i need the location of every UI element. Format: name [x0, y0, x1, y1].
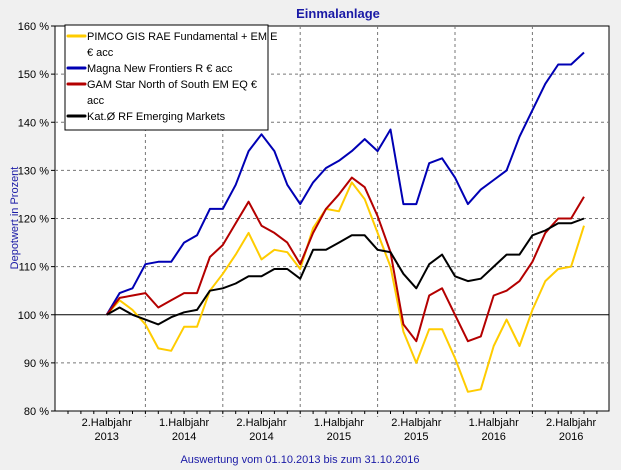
x-tick-label: 1.Halbjahr [159, 417, 209, 429]
x-tick-label: 1.Halbjahr [314, 417, 364, 429]
x-tick-label: 1.Halbjahr [469, 417, 519, 429]
legend-label-0: € acc [87, 47, 114, 59]
y-tick-label: 80 % [24, 406, 49, 418]
x-tick-label-year: 2016 [559, 431, 583, 443]
series-line-3 [106, 217, 585, 326]
x-tick-label-year: 2013 [94, 431, 118, 443]
y-tick-label: 100 % [18, 310, 49, 322]
x-tick-label: 2.Halbjahr [546, 417, 596, 429]
series-line-2 [105, 176, 585, 343]
x-axis-label: Auswertung vom 01.10.2013 bis zum 31.10.… [180, 454, 419, 466]
x-tick-label-year: 2015 [404, 431, 428, 443]
series-line-1 [105, 51, 585, 316]
x-tick-label-year: 2014 [172, 431, 196, 443]
legend-label-3: Kat.Ø RF Emerging Markets [87, 111, 226, 123]
legend-box [64, 24, 269, 131]
x-tick-label-year: 2015 [327, 431, 351, 443]
y-axis-label: Depotwert in Prozent [9, 167, 21, 270]
legend-label-2: acc [87, 95, 105, 107]
y-tick-label: 120 % [18, 214, 49, 226]
y-tick-label: 110 % [19, 262, 50, 274]
series-line-0 [105, 181, 585, 393]
y-tick-label: 130 % [18, 165, 49, 177]
x-tick-label: 2.Halbjahr [236, 417, 286, 429]
legend-label-1: Magna New Frontiers R € acc [87, 63, 233, 75]
legend-label-2: GAM Star North of South EM EQ € [87, 79, 257, 91]
y-tick-label: 140 % [18, 117, 49, 129]
legend-label-0: PIMCO GIS RAE Fundamental + EM E [87, 31, 277, 43]
y-tick-label: 150 % [18, 69, 49, 81]
x-tick-label-year: 2016 [481, 431, 505, 443]
y-tick-label: 160 % [18, 21, 49, 33]
x-tick-label: 2.Halbjahr [391, 417, 441, 429]
x-tick-label-year: 2014 [249, 431, 273, 443]
x-tick-label: 2.Halbjahr [82, 417, 132, 429]
y-tick-label: 90 % [24, 358, 49, 370]
chart-title: Einmalanlage [296, 6, 380, 21]
